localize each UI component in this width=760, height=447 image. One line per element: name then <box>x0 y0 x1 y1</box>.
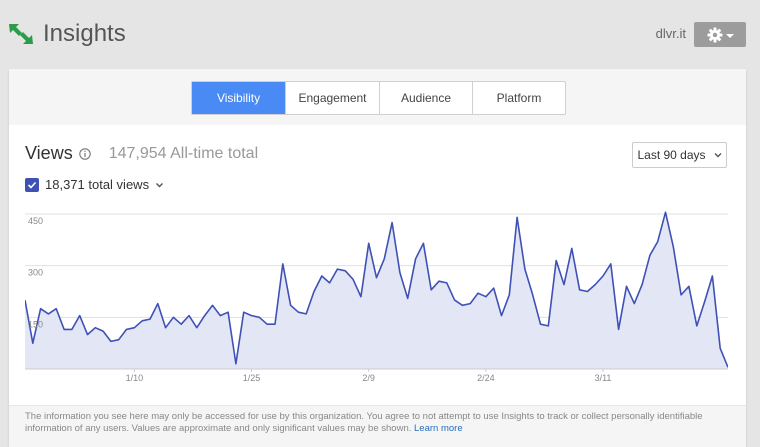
series-label: 18,371 total views <box>45 177 150 192</box>
y-tick-label: 150 <box>28 319 43 329</box>
x-tick-label: 1/10 <box>126 373 144 383</box>
x-tick-label: 3/11 <box>595 373 612 383</box>
insights-arrows-icon <box>9 24 33 44</box>
info-icon[interactable] <box>78 147 91 160</box>
check-icon <box>27 181 37 189</box>
settings-button[interactable] <box>694 22 746 47</box>
series-checkbox[interactable] <box>25 177 39 192</box>
chevron-down-icon[interactable] <box>155 181 164 189</box>
learn-more-link[interactable]: Learn more <box>414 423 463 434</box>
y-tick-label: 450 <box>28 216 43 226</box>
disclaimer-text: The information you see here may only be… <box>25 411 703 434</box>
app-title: Insights <box>43 20 126 47</box>
top-bar: Insights dlvr.it <box>0 0 760 68</box>
date-range-value: Last 90 days <box>637 148 706 162</box>
x-tick-label: 2/24 <box>477 373 495 383</box>
views-title: Views <box>25 143 73 163</box>
disclaimer-footer: The information you see here may only be… <box>9 405 746 447</box>
x-tick-label: 2/9 <box>362 373 375 383</box>
date-range-dropdown[interactable]: Last 90 days <box>632 142 727 168</box>
gear-icon <box>707 27 722 42</box>
series-line <box>25 211 728 368</box>
tab-platform[interactable]: Platform <box>472 82 565 114</box>
chevron-down-icon <box>725 33 734 38</box>
chevron-down-icon <box>714 153 722 158</box>
y-tick-label: 300 <box>28 268 43 278</box>
tab-audience[interactable]: Audience <box>379 82 472 114</box>
views-chart: 150 300 450 1/10 1/25 2/9 2/24 3/11 <box>25 211 728 383</box>
insights-card: Visibility Engagement Audience Platform … <box>9 69 746 447</box>
alltime-total: 147,954 All-time total <box>108 144 259 162</box>
tab-visibility[interactable]: Visibility <box>192 82 285 114</box>
account-name[interactable]: dlvr.it <box>655 26 686 41</box>
x-tick-label: 1/25 <box>243 373 261 383</box>
views-header: Views 147,954 All-time total <box>25 143 258 164</box>
tab-engagement[interactable]: Engagement <box>285 82 379 114</box>
series-toggle[interactable]: 18,371 total views <box>25 177 164 192</box>
tab-bar: Visibility Engagement Audience Platform <box>9 69 746 125</box>
series-area <box>25 212 728 369</box>
tab-group: Visibility Engagement Audience Platform <box>191 81 566 115</box>
